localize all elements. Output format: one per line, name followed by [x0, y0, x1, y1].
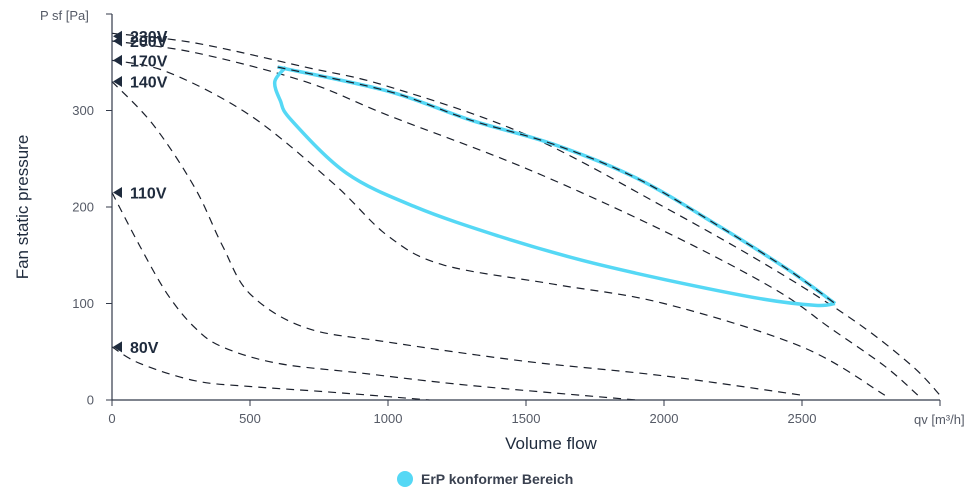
chart-legend[interactable]: ErP konformer Bereich [397, 471, 573, 487]
voltage-label-80v: 80V [130, 340, 159, 357]
voltage-label-170v: 170V [130, 53, 168, 70]
voltage-label-110v: 110V [130, 186, 167, 203]
fan-curve-80v [111, 346, 430, 401]
voltage-label-230v: 230V [130, 29, 168, 46]
voltage-marker-icon [113, 54, 122, 66]
fan-curve-170v [111, 59, 886, 396]
x-axis-title: Volume flow [505, 434, 597, 453]
voltage-marker-icon [113, 76, 122, 88]
x-tick-label: 0 [108, 411, 115, 426]
erp-upper-dash-overlay [277, 66, 836, 304]
y-axis-unit-label: P sf [Pa] [40, 8, 89, 23]
erp-region-upper-boundary [277, 65, 837, 305]
x-tick-label: 1000 [374, 411, 403, 426]
y-axis-title: Fan static pressure [13, 135, 32, 280]
fan-curve-140v [111, 81, 803, 396]
y-tick-label: 0 [87, 393, 94, 408]
fan-curve-110v [111, 192, 637, 401]
y-tick-label: 300 [72, 103, 94, 118]
legend-marker-icon [397, 471, 413, 487]
x-tick-label: 2500 [788, 411, 817, 426]
y-tick-label: 100 [72, 296, 94, 311]
voltage-marker-icon [113, 35, 122, 47]
x-axis-unit-label: qv [m³/h] [914, 412, 965, 427]
x-tick-label: 1500 [512, 411, 541, 426]
voltage-label-140v: 140V [130, 75, 168, 92]
legend-label: ErP konformer Bereich [421, 471, 574, 487]
fan-curve-230v [111, 32, 941, 396]
erp-region-lower-boundary [272, 65, 836, 308]
x-tick-label: 2000 [650, 411, 679, 426]
voltage-marker-icon [113, 187, 122, 199]
y-tick-label: 200 [72, 200, 94, 215]
voltage-label-200v: 200V [130, 34, 168, 51]
voltage-marker-icon [113, 341, 122, 353]
fan-curve-200v [111, 40, 919, 396]
x-tick-label: 500 [239, 411, 261, 426]
